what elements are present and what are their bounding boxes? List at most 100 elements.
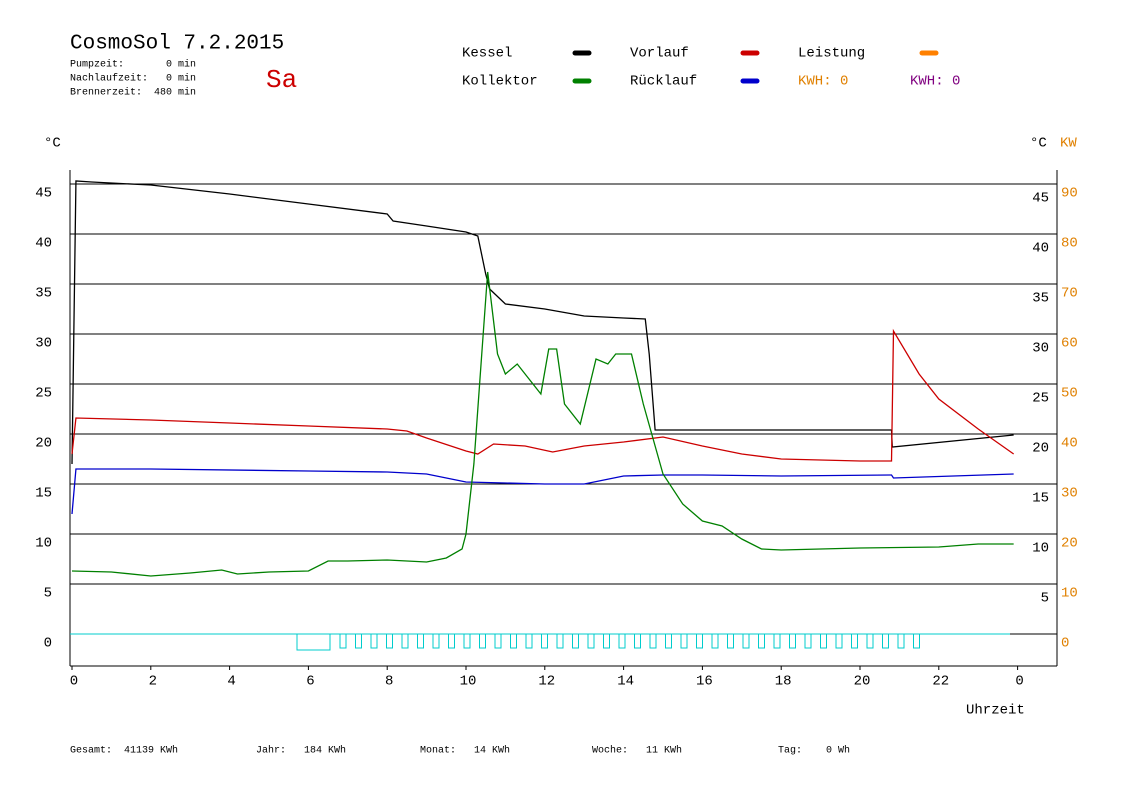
pump-box — [773, 633, 781, 649]
y-tick-label-right: 45 — [1032, 191, 1049, 207]
pump-box — [820, 633, 827, 649]
y-tick-label: 25 — [35, 386, 52, 402]
y2-tick-label: 70 — [1061, 286, 1078, 302]
y-tick-label: 20 — [35, 436, 52, 452]
pump-box — [882, 633, 889, 649]
pump-box — [866, 633, 874, 649]
x-tick-label: 10 — [460, 674, 477, 690]
y-tick-label: 15 — [35, 486, 52, 502]
legend-label: Rücklauf — [630, 74, 697, 90]
pump-box — [680, 633, 688, 649]
y-tick-label: 30 — [35, 336, 52, 352]
series-line — [71, 328, 1015, 462]
pump-box — [649, 633, 657, 649]
pump-box — [479, 633, 486, 649]
pump-box — [603, 633, 610, 649]
y2-tick-label: 40 — [1061, 436, 1078, 452]
y-tick-label-right: 5 — [1041, 591, 1049, 607]
series-line — [71, 180, 1014, 465]
legend-label: Kollektor — [462, 74, 538, 90]
pump-box — [296, 633, 331, 651]
y-tick-label: 40 — [35, 236, 52, 252]
y2-tick-label: 80 — [1061, 236, 1078, 252]
pump-box — [556, 633, 564, 649]
y-tick-label-right: 10 — [1032, 541, 1049, 557]
info-text: Nachlaufzeit: 0 min — [70, 73, 196, 85]
y2-tick-label: 20 — [1061, 536, 1078, 552]
y-tick-label: 45 — [35, 186, 52, 202]
x-tick-label: 8 — [385, 674, 393, 690]
pump-box — [448, 633, 455, 649]
footer-text: Gesamt: 41139 KWh — [70, 745, 178, 757]
kwh-label: KWH: 0 — [798, 74, 848, 90]
pump-box — [742, 633, 750, 649]
x-tick-label: 2 — [149, 674, 157, 690]
x-axis-label: Uhrzeit — [966, 703, 1025, 719]
day-label: Sa — [266, 65, 297, 95]
pump-box — [758, 633, 765, 649]
y-tick-label: 5 — [44, 586, 52, 602]
pump-box — [665, 633, 672, 649]
pump-box — [634, 633, 641, 649]
y-tick-label-right: 25 — [1032, 391, 1049, 407]
x-tick-label: 0 — [70, 674, 78, 690]
pump-box — [897, 633, 905, 649]
series-line — [71, 271, 1014, 577]
y-tick-label-right: 40 — [1032, 241, 1049, 257]
pump-box — [386, 633, 393, 649]
pump-box — [711, 633, 719, 649]
y2-tick-label: 90 — [1061, 186, 1078, 202]
pump-box — [851, 633, 858, 649]
pump-box — [417, 633, 424, 649]
y2-unit: KW — [1060, 136, 1077, 152]
pump-box — [789, 633, 796, 649]
y-tick-label-right: 30 — [1032, 341, 1049, 357]
pump-box — [463, 633, 471, 649]
y2-tick-label: 10 — [1061, 586, 1078, 602]
x-tick-label: 12 — [538, 674, 555, 690]
pump-box — [572, 633, 579, 649]
x-tick-label: 6 — [306, 674, 314, 690]
info-text: Pumpzeit: 0 min — [70, 59, 196, 71]
x-tick-label: 20 — [854, 674, 871, 690]
pump-box — [727, 633, 734, 649]
y-tick-label: 0 — [44, 636, 52, 652]
series-line — [71, 468, 1014, 515]
legend-label: Vorlauf — [630, 46, 689, 62]
y2-unit-c: °C — [1030, 136, 1047, 152]
y-tick-label-right: 20 — [1032, 441, 1049, 457]
x-tick-label: 4 — [227, 674, 235, 690]
pump-box — [510, 633, 517, 649]
x-tick-label: 14 — [617, 674, 634, 690]
y-unit: °C — [44, 136, 61, 152]
x-tick-label: 22 — [932, 674, 949, 690]
pump-box — [913, 633, 920, 649]
y2-tick-label: 60 — [1061, 336, 1078, 352]
legend-label: Leistung — [798, 46, 865, 62]
pump-box — [370, 633, 378, 649]
y-tick-label-right: 35 — [1032, 291, 1049, 307]
pump-box — [696, 633, 703, 649]
y2-tick-label: 0 — [1061, 636, 1069, 652]
pump-box — [618, 633, 626, 649]
pump-box — [355, 633, 362, 649]
x-tick-label: 18 — [775, 674, 792, 690]
y2-tick-label: 30 — [1061, 486, 1078, 502]
pump-box — [525, 633, 533, 649]
pump-box — [587, 633, 595, 649]
pump-box — [432, 633, 440, 649]
pump-box — [494, 633, 502, 649]
pump-box — [541, 633, 548, 649]
chart-title: CosmoSol 7.2.2015 — [70, 33, 284, 56]
kwh-label: KWH: 0 — [910, 74, 960, 90]
y-tick-label-right: 15 — [1032, 491, 1049, 507]
legend-label: Kessel — [462, 46, 512, 62]
pump-box — [835, 633, 843, 649]
x-tick-label: 0 — [1015, 674, 1023, 690]
pump-box — [401, 633, 409, 649]
y2-tick-label: 50 — [1061, 386, 1078, 402]
footer-text: Monat: 14 KWh — [420, 745, 510, 757]
x-tick-label: 16 — [696, 674, 713, 690]
y-tick-label: 10 — [35, 536, 52, 552]
